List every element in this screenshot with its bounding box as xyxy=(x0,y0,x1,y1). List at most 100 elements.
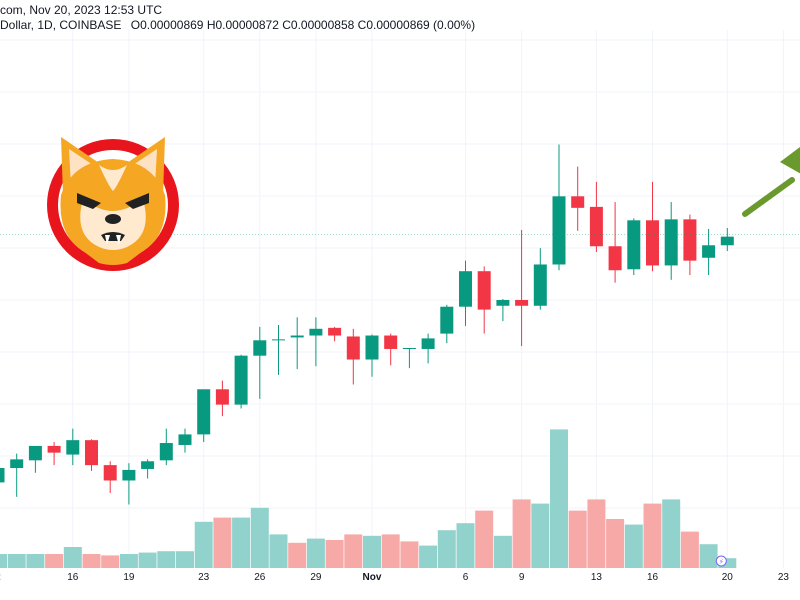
volume-bar xyxy=(269,534,288,568)
candle-body xyxy=(103,465,117,481)
chart-grid xyxy=(0,30,800,568)
volume-bar xyxy=(45,554,64,568)
candle-body xyxy=(664,219,678,266)
candle-body xyxy=(10,459,24,468)
volume-bar xyxy=(381,534,400,568)
volume-bar xyxy=(194,521,213,568)
volume-bar xyxy=(662,499,681,568)
x-tick-label: 20 xyxy=(722,572,734,583)
x-tick-label: 16 xyxy=(67,572,79,583)
candle-body xyxy=(85,440,98,466)
candle-body xyxy=(178,434,192,445)
price-candles xyxy=(0,144,734,505)
candle-body xyxy=(141,461,155,469)
x-tick-label: 16 xyxy=(647,572,659,583)
candle-body xyxy=(552,196,566,265)
low-value: 0.00000858 xyxy=(290,18,355,32)
volume-bar xyxy=(624,524,643,568)
candle-body xyxy=(253,340,267,356)
candle-body xyxy=(122,469,136,481)
volume-bar xyxy=(232,517,251,568)
ohlc-readout: O0.00000869 H0.00000872 C0.00000858 C0.0… xyxy=(131,18,475,32)
x-tick-label: 9 xyxy=(519,572,525,583)
volume-bar xyxy=(699,544,718,568)
candle-body xyxy=(215,389,229,405)
x-tick-label: 23 xyxy=(198,572,210,583)
x-tick-label: 13 xyxy=(591,572,603,583)
volume-bar xyxy=(363,535,381,568)
candle-body xyxy=(683,219,697,261)
x-axis: 2 16 19 23 26 29 Nov 6 9 13 16 20 23 ⚡ xyxy=(0,555,790,583)
candle-body xyxy=(28,445,42,461)
chart-header-line1: com, Nov 20, 2023 12:53 UTC xyxy=(0,2,162,18)
volume-bar xyxy=(568,510,587,568)
volume-bar xyxy=(550,429,568,568)
volume-bar xyxy=(512,499,531,568)
candle-body xyxy=(702,245,716,258)
candle-body xyxy=(290,335,304,338)
volume-bar xyxy=(325,540,344,568)
x-tick-label: 23 xyxy=(778,572,790,583)
candle-body xyxy=(197,389,211,435)
candle-body xyxy=(477,271,491,310)
symbol-info-text: com, Nov 20, 2023 12:53 UTC xyxy=(0,3,163,17)
x-tick-label: 29 xyxy=(310,572,322,583)
candle-body xyxy=(515,300,529,306)
volume-bar xyxy=(475,510,494,568)
volume-bar xyxy=(63,547,82,568)
volume-bar xyxy=(437,530,456,568)
candle-body xyxy=(533,264,547,306)
x-tick-label: 26 xyxy=(254,572,266,583)
volume-bar xyxy=(493,535,512,568)
candle-body xyxy=(571,196,585,208)
candle-body xyxy=(627,220,641,270)
green-up-arrow-icon xyxy=(742,147,800,217)
volume-bar xyxy=(26,554,45,568)
volume-bar xyxy=(606,519,625,568)
volume-bar xyxy=(82,554,101,568)
volume-bar xyxy=(157,551,176,568)
volume-bar xyxy=(718,558,737,568)
volume-bar xyxy=(306,538,325,568)
x-tick-label: Nov xyxy=(363,572,382,583)
symbol-description: Dollar, 1D, COINBASE xyxy=(0,18,122,32)
lightning-icon[interactable] xyxy=(715,555,727,567)
volume-bar xyxy=(344,534,363,568)
volume-bar xyxy=(419,545,438,568)
candle-body xyxy=(365,335,379,360)
low-label: C xyxy=(282,18,291,32)
candle-body xyxy=(496,300,510,306)
candle-body xyxy=(646,220,659,266)
candle-body xyxy=(402,348,416,349)
volume-bar xyxy=(0,554,7,568)
candle-body xyxy=(159,443,173,461)
chart-header-line2: Dollar, 1D, COINBASE O0.00000869 H0.0000… xyxy=(0,17,475,33)
shiba-inu-dog-icon xyxy=(47,137,179,271)
volume-bar xyxy=(680,531,699,568)
x-tick-label: 2 xyxy=(0,572,1,583)
candle-body xyxy=(440,306,454,334)
volume-bar xyxy=(119,554,138,568)
candle-body xyxy=(309,328,323,336)
volume-bar xyxy=(531,503,550,568)
volume-bar xyxy=(138,552,157,568)
volume-bar xyxy=(587,499,606,568)
volume-bar xyxy=(176,551,194,568)
candle-body xyxy=(459,271,472,307)
open-value: 0.00000869 xyxy=(140,18,204,32)
candle-body xyxy=(47,445,61,453)
candle-body xyxy=(234,355,248,405)
x-tick-label: 19 xyxy=(123,572,135,583)
candle-body xyxy=(720,236,734,246)
volume-bar xyxy=(101,555,120,568)
volume-bar xyxy=(643,503,662,568)
candle-body xyxy=(346,336,360,360)
lightning-glyph: ⚡ xyxy=(719,558,724,566)
x-tick-label: 6 xyxy=(463,572,469,583)
close-label: C xyxy=(357,18,367,32)
volume-bar xyxy=(7,554,26,568)
high-value: 0.00000872 xyxy=(215,18,279,32)
high-label: H xyxy=(206,18,216,32)
